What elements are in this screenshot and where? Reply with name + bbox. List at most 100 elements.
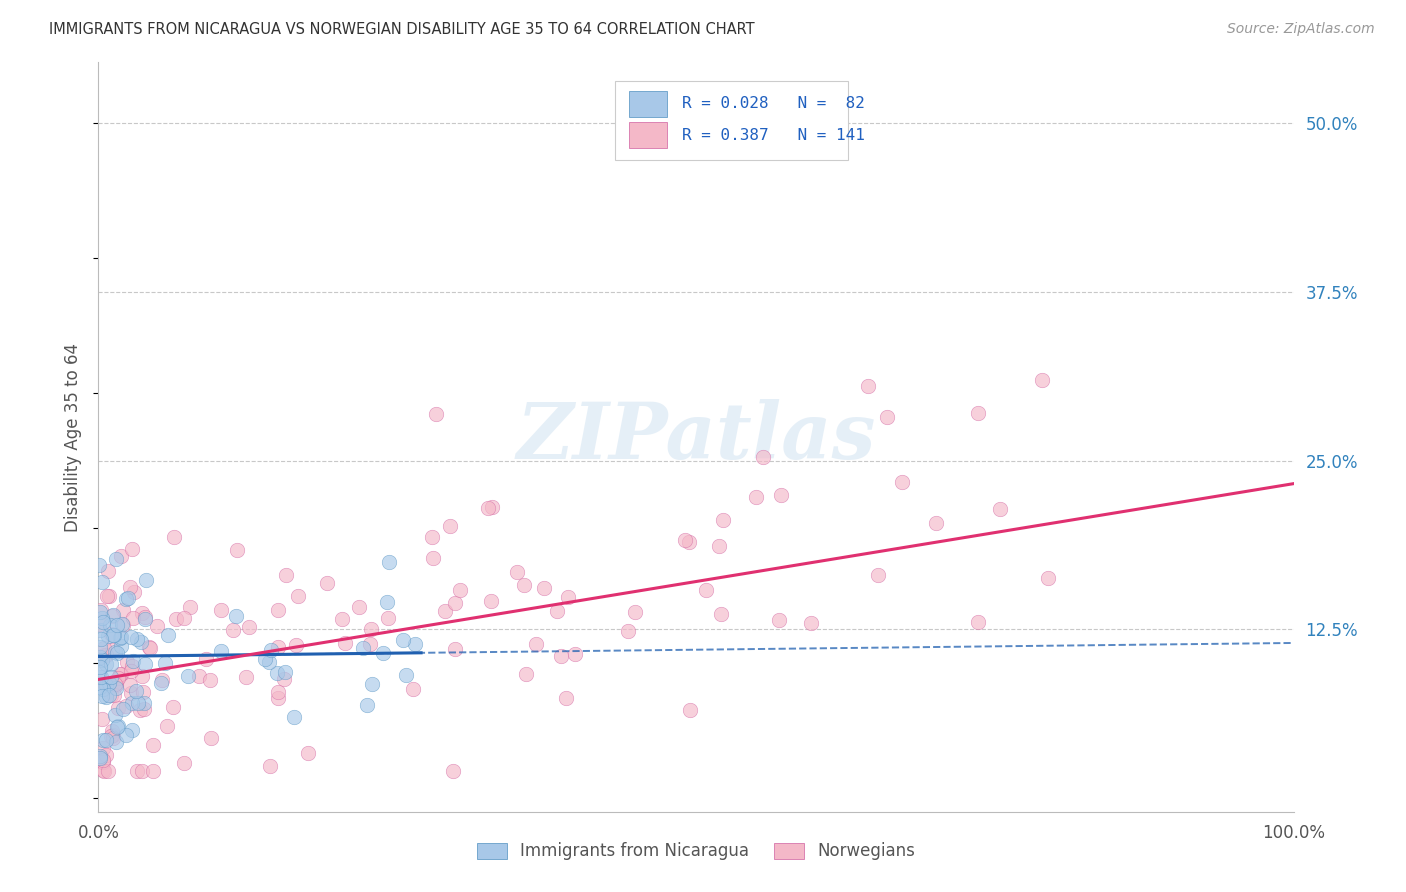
Norwegians bbox=[131, 764, 153, 779]
Norwegians bbox=[87, 616, 110, 631]
Immigrants from Nicaragua bbox=[394, 668, 416, 682]
Norwegians bbox=[710, 607, 733, 622]
Norwegians bbox=[100, 688, 122, 702]
Norwegians bbox=[550, 648, 572, 663]
Norwegians bbox=[146, 618, 169, 632]
Norwegians bbox=[678, 535, 700, 549]
Norwegians bbox=[267, 684, 290, 698]
Norwegians bbox=[443, 764, 465, 779]
Immigrants from Nicaragua bbox=[125, 684, 148, 698]
Immigrants from Nicaragua bbox=[134, 573, 156, 587]
Norwegians bbox=[118, 678, 141, 692]
Norwegians bbox=[866, 568, 889, 582]
Norwegians bbox=[173, 611, 195, 625]
Immigrants from Nicaragua bbox=[117, 591, 139, 605]
Norwegians bbox=[94, 748, 117, 763]
Immigrants from Nicaragua bbox=[107, 719, 129, 733]
Norwegians bbox=[745, 490, 768, 504]
Norwegians bbox=[138, 640, 160, 654]
Norwegians bbox=[513, 578, 536, 592]
Immigrants from Nicaragua bbox=[89, 640, 111, 654]
Immigrants from Nicaragua bbox=[132, 696, 155, 710]
Immigrants from Nicaragua bbox=[91, 574, 114, 589]
Norwegians bbox=[120, 686, 142, 700]
Norwegians bbox=[93, 648, 115, 662]
Norwegians bbox=[115, 698, 138, 713]
Immigrants from Nicaragua bbox=[89, 660, 111, 674]
Norwegians bbox=[198, 673, 221, 687]
Immigrants from Nicaragua bbox=[373, 646, 395, 660]
Norwegians bbox=[347, 600, 370, 615]
Norwegians bbox=[422, 550, 444, 565]
Norwegians bbox=[105, 678, 128, 692]
Norwegians bbox=[103, 728, 125, 742]
Norwegians bbox=[433, 604, 456, 618]
Norwegians bbox=[1031, 373, 1053, 387]
Immigrants from Nicaragua bbox=[150, 675, 173, 690]
Text: R = 0.028   N =  82: R = 0.028 N = 82 bbox=[682, 96, 865, 112]
Norwegians bbox=[179, 599, 201, 614]
Norwegians bbox=[444, 642, 467, 657]
Norwegians bbox=[188, 668, 211, 682]
Immigrants from Nicaragua bbox=[110, 617, 132, 632]
Norwegians bbox=[111, 602, 134, 616]
Immigrants from Nicaragua bbox=[91, 733, 114, 747]
Norwegians bbox=[988, 502, 1011, 516]
Norwegians bbox=[284, 638, 307, 652]
Norwegians bbox=[91, 755, 114, 769]
Immigrants from Nicaragua bbox=[91, 615, 114, 629]
Norwegians bbox=[333, 636, 356, 650]
Norwegians bbox=[555, 690, 578, 705]
Immigrants from Nicaragua bbox=[114, 592, 136, 607]
Immigrants from Nicaragua bbox=[153, 656, 176, 670]
Immigrants from Nicaragua bbox=[283, 709, 305, 723]
Immigrants from Nicaragua bbox=[378, 555, 401, 569]
Immigrants from Nicaragua bbox=[90, 632, 112, 647]
Norwegians bbox=[533, 581, 555, 595]
Immigrants from Nicaragua bbox=[105, 618, 128, 632]
Immigrants from Nicaragua bbox=[120, 631, 142, 645]
Norwegians bbox=[104, 676, 127, 690]
Immigrants from Nicaragua bbox=[125, 632, 148, 647]
Immigrants from Nicaragua bbox=[209, 644, 232, 658]
Immigrants from Nicaragua bbox=[89, 680, 111, 694]
Norwegians bbox=[267, 603, 290, 617]
Norwegians bbox=[524, 636, 547, 650]
Norwegians bbox=[876, 410, 898, 425]
Norwegians bbox=[122, 585, 145, 599]
Norwegians bbox=[222, 623, 245, 637]
Norwegians bbox=[121, 542, 143, 557]
Norwegians bbox=[173, 756, 195, 771]
Immigrants from Nicaragua bbox=[94, 733, 117, 747]
Norwegians bbox=[93, 640, 115, 655]
Norwegians bbox=[101, 731, 124, 746]
Legend: Immigrants from Nicaragua, Norwegians: Immigrants from Nicaragua, Norwegians bbox=[470, 836, 922, 867]
Immigrants from Nicaragua bbox=[360, 676, 382, 690]
Norwegians bbox=[134, 609, 156, 624]
Norwegians bbox=[966, 615, 988, 629]
Norwegians bbox=[156, 719, 179, 733]
Immigrants from Nicaragua bbox=[90, 689, 112, 703]
Norwegians bbox=[132, 702, 155, 716]
Immigrants from Nicaragua bbox=[89, 750, 111, 764]
Norwegians bbox=[100, 643, 122, 657]
Immigrants from Nicaragua bbox=[131, 635, 153, 649]
Norwegians bbox=[617, 624, 640, 638]
Norwegians bbox=[695, 583, 717, 598]
Immigrants from Nicaragua bbox=[274, 665, 297, 679]
Immigrants from Nicaragua bbox=[103, 628, 125, 642]
Immigrants from Nicaragua bbox=[177, 669, 200, 683]
Norwegians bbox=[707, 540, 730, 554]
Norwegians bbox=[209, 603, 232, 617]
Norwegians bbox=[163, 530, 186, 544]
Norwegians bbox=[238, 619, 260, 633]
Immigrants from Nicaragua bbox=[97, 628, 120, 642]
Immigrants from Nicaragua bbox=[121, 696, 143, 710]
Norwegians bbox=[97, 564, 120, 578]
Immigrants from Nicaragua bbox=[89, 605, 111, 619]
Immigrants from Nicaragua bbox=[91, 682, 114, 697]
Immigrants from Nicaragua bbox=[105, 681, 128, 695]
Immigrants from Nicaragua bbox=[89, 749, 111, 764]
Norwegians bbox=[225, 543, 247, 558]
Norwegians bbox=[360, 622, 382, 636]
